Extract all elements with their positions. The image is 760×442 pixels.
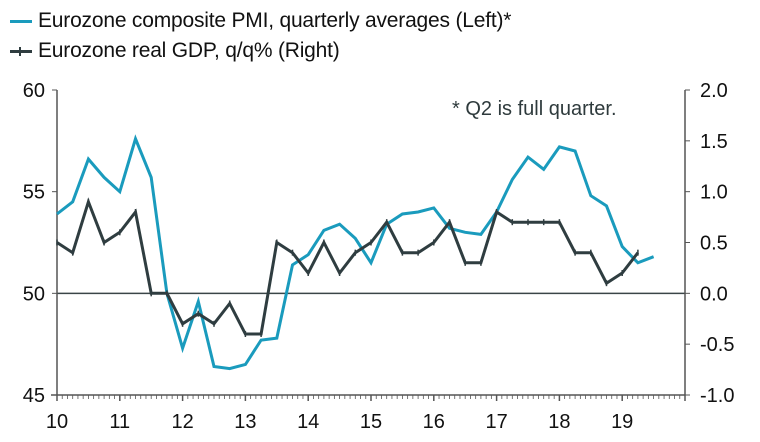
legend-item-pmi: Eurozone composite PMI, quarterly averag…	[10, 6, 511, 36]
x-axis-tick-label: 18	[548, 411, 570, 433]
right-axis-tick-label: 0.5	[700, 233, 728, 255]
x-axis-tick-label: 11	[109, 411, 130, 433]
gdp-line	[56, 197, 640, 336]
x-axis-tick-label: 13	[234, 411, 256, 433]
left-axis-tick-label: 55	[23, 182, 45, 204]
axes: 45 50 55 60 -1.0 -0.5 0.0 0.5 1.0 1.5 2.0 10 11 12 13 1…	[23, 80, 735, 433]
legend-label-gdp: Eurozone real GDP, q/q% (Right)	[38, 39, 340, 62]
right-axis-tick-label: 0.0	[700, 283, 728, 305]
series-layer	[56, 134, 655, 371]
right-axis-tick-label: -1.0	[700, 385, 734, 407]
series-gdp	[56, 197, 640, 337]
x-axis-tick-label: 10	[46, 411, 68, 433]
legend-swatch-gdp	[10, 46, 32, 56]
right-axis-tick-label: 2.0	[700, 80, 728, 102]
x-axis-tick-label: 16	[423, 411, 445, 433]
left-axis-tick-label: 45	[23, 385, 45, 407]
legend-marker-gdp	[19, 46, 21, 56]
legend-swatch-pmi	[10, 19, 32, 23]
x-axis-tick-label: 15	[360, 411, 382, 433]
right-axis-tick-label: 1.0	[700, 182, 728, 204]
left-axis-tick-label: 50	[23, 283, 45, 305]
chart-annotation: * Q2 is full quarter.	[452, 98, 617, 120]
x-axis-tick-label: 12	[171, 411, 193, 433]
x-axis-tick-label: 14	[297, 411, 319, 433]
chart-legend: Eurozone composite PMI, quarterly averag…	[10, 6, 511, 66]
left-axis-tick-label: 60	[23, 80, 45, 102]
x-axis-tick-label: 17	[485, 411, 507, 433]
legend-label-pmi: Eurozone composite PMI, quarterly averag…	[38, 9, 512, 32]
legend-item-gdp: Eurozone real GDP, q/q% (Right)	[10, 36, 511, 66]
right-axis-tick-label: 1.5	[700, 131, 728, 153]
x-axis-tick-label: 19	[611, 411, 633, 433]
right-axis-tick-label: -0.5	[700, 334, 734, 356]
